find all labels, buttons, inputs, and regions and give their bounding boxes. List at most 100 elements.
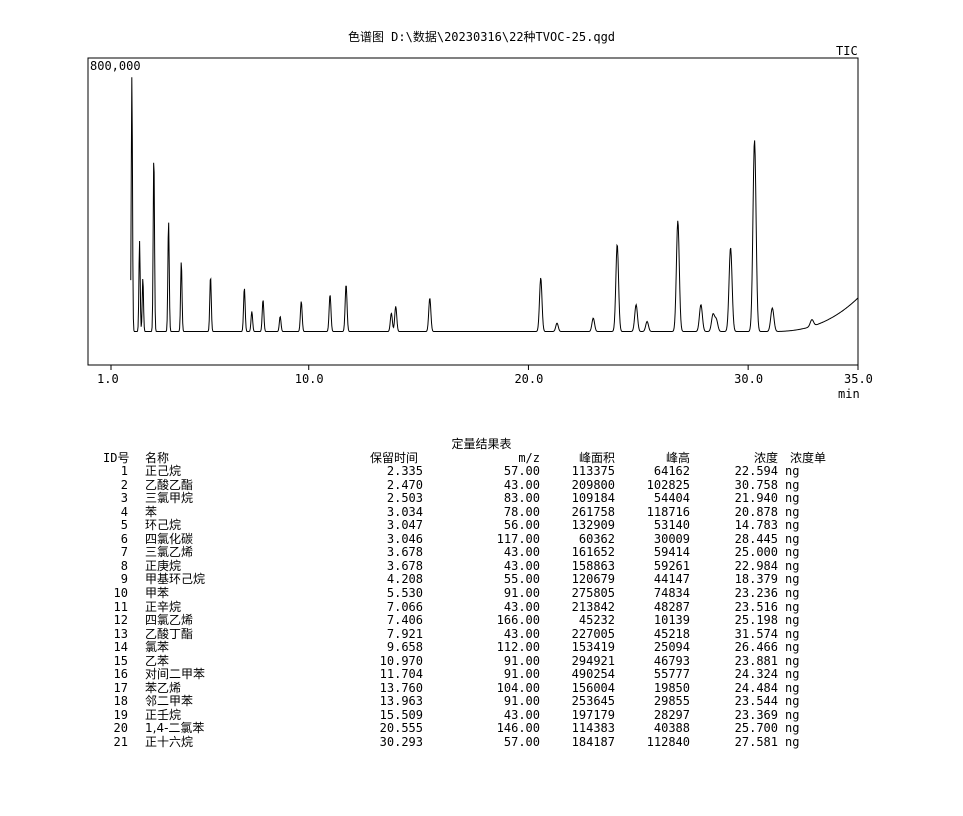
table-cell-mz: 57.00 <box>503 464 540 478</box>
header-area: 峰面积 <box>578 451 615 465</box>
header-rt: 保留时间 <box>370 451 419 465</box>
tic-series-line <box>130 77 859 333</box>
table-cell-id: 7 <box>120 545 128 560</box>
table-cell-name: 氯苯 <box>145 640 170 655</box>
table-cell-mz: 104.00 <box>496 680 540 695</box>
table-cell-name: 乙酸丁酯 <box>145 626 194 641</box>
table-cell-mz: 83.00 <box>503 491 540 506</box>
table-cell-rt: 7.066 <box>386 599 423 614</box>
table-cell-area: 275805 <box>571 585 615 600</box>
header-id: ID号 <box>103 451 130 465</box>
header-conc: 浓度 <box>753 451 778 465</box>
table-cell-area: 294921 <box>571 653 615 668</box>
table-cell-area: 60362 <box>578 531 615 546</box>
table-cell-rt: 2.470 <box>386 477 423 492</box>
table-cell-height: 10139 <box>653 613 690 628</box>
table-cell-id: 8 <box>120 558 128 573</box>
table-cell-conc: 26.466 <box>734 640 778 655</box>
table-cell-id: 16 <box>113 667 128 682</box>
table-cell-unit: ng <box>785 653 800 668</box>
table-cell-name: 四氯乙烯 <box>145 613 194 628</box>
table-cell-unit: ng <box>785 680 800 695</box>
table-cell-rt: 2.503 <box>386 491 423 506</box>
table-cell-height: 40388 <box>653 721 690 736</box>
header-name: 名称 <box>145 451 170 465</box>
table-cell-conc: 20.878 <box>734 504 778 519</box>
table-cell-id: 2 <box>120 477 128 492</box>
table-cell-height: 45218 <box>653 626 690 641</box>
table-cell-height: 64162 <box>653 464 690 478</box>
table-cell-area: 213842 <box>571 599 615 614</box>
table-cell-id: 15 <box>113 653 128 668</box>
chart-title: 色谱图 D:\数据\20230316\22种TVOC-25.qgd <box>347 30 616 44</box>
table-cell-area: 113375 <box>571 464 615 478</box>
x-tick-label: 20.0 <box>514 372 544 386</box>
x-axis-ticks <box>110 365 859 370</box>
table-cell-height: 46793 <box>653 653 690 668</box>
table-cell-mz: 43.00 <box>503 599 540 614</box>
table-cell-unit: ng <box>785 599 800 614</box>
table-cell-rt: 2.335 <box>386 464 423 478</box>
table-cell-height: 59414 <box>653 545 690 560</box>
table-cell-conc: 27.581 <box>734 735 778 749</box>
table-cell-conc: 22.984 <box>734 558 778 573</box>
table-cell-name: 1,4-二氯苯 <box>145 721 205 736</box>
table-cell-mz: 57.00 <box>503 735 540 749</box>
table-cell-name: 乙苯 <box>145 653 170 668</box>
table-cell-conc: 23.544 <box>734 694 778 709</box>
table-cell-area: 261758 <box>571 504 615 519</box>
table-cell-unit: ng <box>785 626 800 641</box>
table-cell-name: 甲苯 <box>145 585 170 600</box>
header-conc-unit: 浓度单 <box>790 451 827 465</box>
table-cell-unit: ng <box>785 694 800 709</box>
table-cell-height: 19850 <box>653 680 690 695</box>
table-cell-unit: ng <box>785 707 800 722</box>
table-cell-area: 490254 <box>571 667 615 682</box>
table-cell-mz: 55.00 <box>503 572 540 587</box>
header-height: 峰高 <box>665 451 690 465</box>
table-cell-name: 苯 <box>145 504 158 519</box>
table-cell-area: 158863 <box>571 558 615 573</box>
table-cell-conc: 25.700 <box>734 721 778 736</box>
table-cell-area: 227005 <box>571 626 615 641</box>
table-cell-name: 对间二甲苯 <box>145 667 206 682</box>
tic-label: TIC <box>836 44 858 58</box>
y-max-label: 800,000 <box>90 59 141 73</box>
table-cell-conc: 23.881 <box>734 653 778 668</box>
table-cell-height: 59261 <box>653 558 690 573</box>
table-cell-name: 正辛烷 <box>145 599 182 614</box>
table-cell-height: 55777 <box>653 667 690 682</box>
table-cell-id: 3 <box>120 491 128 506</box>
table-cell-height: 54404 <box>653 491 690 506</box>
table-cell-id: 19 <box>113 707 128 722</box>
table-cell-id: 6 <box>120 531 128 546</box>
table-cell-id: 17 <box>113 680 128 695</box>
table-cell-height: 118716 <box>646 504 690 519</box>
table-cell-name: 正十六烷 <box>145 735 194 749</box>
table-cell-area: 184187 <box>571 735 615 749</box>
table-cell-rt: 15.509 <box>379 707 423 722</box>
table-cell-unit: ng <box>785 572 800 587</box>
table-cell-rt: 10.970 <box>379 653 423 668</box>
table-cell-area: 156004 <box>571 680 615 695</box>
table-cell-rt: 3.047 <box>386 518 423 533</box>
table-cell-rt: 20.555 <box>379 721 423 736</box>
table-cell-rt: 11.704 <box>379 667 423 682</box>
table-cell-name: 正庚烷 <box>145 558 182 573</box>
table-cell-id: 5 <box>120 518 128 533</box>
table-cell-rt: 9.658 <box>386 640 423 655</box>
table-cell-unit: ng <box>785 518 800 533</box>
table-cell-mz: 43.00 <box>503 558 540 573</box>
table-cell-unit: ng <box>785 585 800 600</box>
table-cell-conc: 24.324 <box>734 667 778 682</box>
table-cell-mz: 43.00 <box>503 477 540 492</box>
table-cell-conc: 21.940 <box>734 491 778 506</box>
table-cell-height: 102825 <box>646 477 690 492</box>
table-cell-height: 112840 <box>646 735 690 749</box>
table-cell-area: 109184 <box>571 491 615 506</box>
table-cell-name: 邻二甲苯 <box>145 694 194 709</box>
table-cell-mz: 91.00 <box>503 694 540 709</box>
table-cell-unit: ng <box>785 721 800 736</box>
table-cell-unit: ng <box>785 491 800 506</box>
table-cell-area: 45232 <box>578 613 615 628</box>
